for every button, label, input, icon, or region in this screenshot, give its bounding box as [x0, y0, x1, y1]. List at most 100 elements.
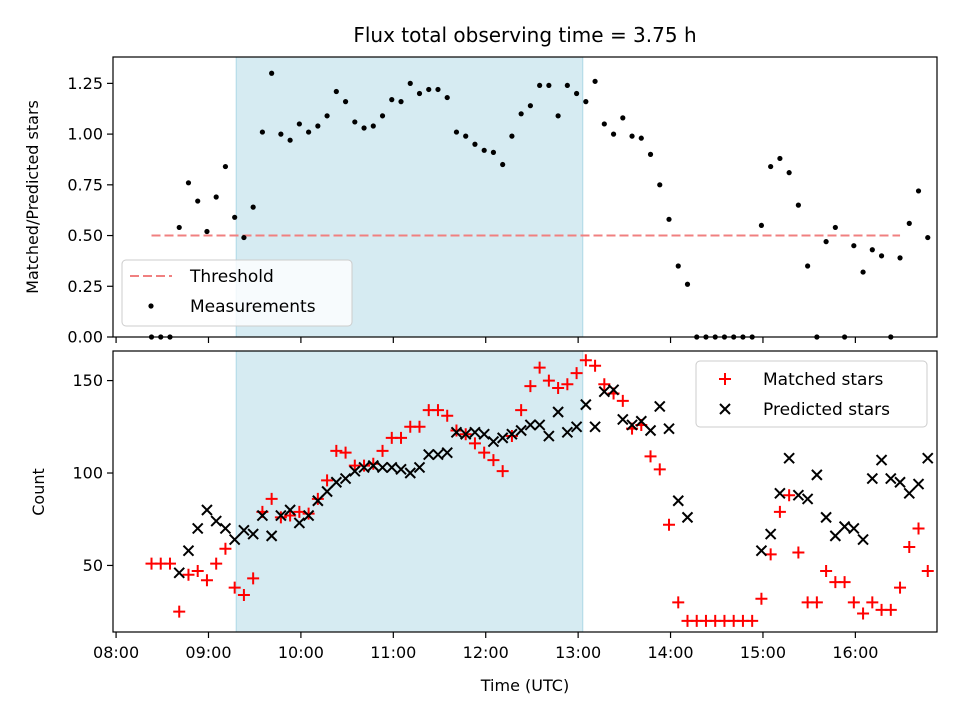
matched-star-point	[921, 564, 934, 577]
matched-star-point	[358, 459, 371, 472]
measurement-point	[490, 149, 497, 155]
measurement-point	[601, 121, 607, 127]
predicted-legend-label: Predicted stars	[763, 400, 890, 420]
matched-star-point	[672, 596, 685, 609]
x-tick-label: 16:00	[832, 643, 878, 662]
measurement-point	[647, 151, 654, 157]
predicted-star-point	[533, 419, 546, 431]
matched-star-point	[450, 424, 463, 437]
predicted-star-point	[219, 522, 232, 535]
matched-star-point	[274, 511, 287, 524]
matched-star-point	[237, 589, 250, 602]
predicted-star-point	[330, 476, 343, 488]
x-tick-label: 08:00	[93, 643, 139, 662]
matched-star-point	[478, 446, 491, 459]
predicted-star-point	[423, 448, 435, 461]
measurement-point	[195, 198, 201, 204]
predicted-star-point	[885, 472, 897, 485]
matched-star-point	[653, 463, 666, 476]
matched-star-point	[542, 374, 555, 387]
predicted-star-point	[201, 504, 213, 516]
predicted-star-point	[838, 520, 851, 533]
measurement-point	[527, 103, 533, 109]
matched-star-point	[339, 446, 352, 459]
measurement-point	[786, 170, 792, 176]
bottom-legend: Matched stars Predicted stars	[695, 360, 928, 428]
bottom-plot-frame	[112, 350, 938, 633]
predicted-star-point	[265, 530, 278, 542]
predicted-star-point	[774, 487, 786, 500]
predicted-star-point	[792, 489, 805, 501]
measurement-point	[407, 80, 413, 86]
bottom-shaded-interval	[235, 350, 584, 633]
measurement-point	[361, 125, 367, 131]
measurement-point	[342, 99, 349, 105]
predicted-star-point	[654, 400, 666, 413]
matched-star-point	[468, 437, 481, 450]
predicted-star-point	[866, 472, 879, 485]
predicted-star-point	[302, 509, 315, 522]
matched-star-point	[783, 489, 796, 502]
measurement-point	[250, 204, 256, 210]
x-tick-label: 10:00	[278, 643, 324, 662]
matched-star-point	[773, 505, 786, 518]
measurements-legend-swatch	[148, 303, 154, 309]
matched-star-point	[505, 430, 518, 443]
predicted-star-point	[848, 522, 860, 535]
predicted-star-point	[764, 528, 777, 540]
predicted-star-point	[284, 504, 296, 516]
predicted-star-point	[228, 533, 241, 546]
measurement-point	[185, 180, 192, 186]
measurement-point	[315, 123, 321, 129]
predicted-star-point	[358, 461, 370, 474]
predicted-star-point	[339, 472, 352, 485]
bottom-panel: 50 100 150 08:00 09:00 10:00 11:00 12:00 13:00 1…	[29, 350, 938, 695]
measurement-point	[232, 214, 238, 220]
predicted-star-point	[857, 533, 869, 546]
matched-star-point	[431, 404, 444, 417]
measurement-point	[592, 78, 598, 84]
predicted-star-point	[801, 493, 814, 505]
measurement-point	[204, 228, 210, 235]
bottom-legend-box	[695, 360, 928, 428]
matched-star-point	[764, 548, 777, 561]
matched-star-point	[496, 465, 509, 478]
predicted-star-point	[755, 544, 768, 557]
top-panel: 0.00 0.25 0.50 0.75 1.00 1.25 Flux total obse…	[23, 23, 938, 347]
top-y-tick-label: 1.25	[67, 74, 103, 93]
predicted-star-point	[506, 428, 518, 440]
predicted-stars-points	[173, 384, 934, 579]
matched-star-point	[866, 596, 879, 609]
matched-star-point	[302, 507, 315, 520]
measurement-point	[906, 220, 912, 226]
matched-star-point	[810, 596, 823, 609]
matched-star-point	[894, 581, 907, 594]
predicted-star-point	[192, 522, 204, 535]
matched-star-point	[228, 581, 241, 594]
measurements-legend-label: Measurements	[190, 297, 316, 317]
x-tick-label: 14:00	[647, 643, 693, 662]
bottom-y-tick-label: 100	[72, 464, 103, 483]
predicted-star-point	[626, 419, 638, 431]
measurement-point	[259, 129, 265, 135]
predicted-star-point	[589, 421, 601, 433]
matched-star-point	[533, 361, 546, 374]
measurement-point	[269, 70, 275, 76]
measurement-point	[666, 216, 672, 222]
measurement-point	[370, 123, 376, 129]
matched-star-point	[487, 454, 500, 467]
top-y-tick-label: 0.75	[67, 175, 103, 194]
matched-star-point	[755, 592, 768, 605]
matched-star-point	[210, 557, 223, 570]
matched-star-point	[579, 354, 592, 367]
matched-star-point	[570, 367, 583, 380]
matched-star-point	[376, 444, 389, 457]
measurement-point	[241, 234, 247, 241]
measurement-point	[823, 239, 829, 245]
measurement-point	[832, 224, 838, 231]
predicted-star-point	[524, 419, 537, 431]
predicted-star-point	[598, 385, 611, 398]
matched-star-point	[321, 474, 334, 487]
measurement-point	[675, 263, 681, 269]
matched-star-point	[663, 518, 676, 531]
